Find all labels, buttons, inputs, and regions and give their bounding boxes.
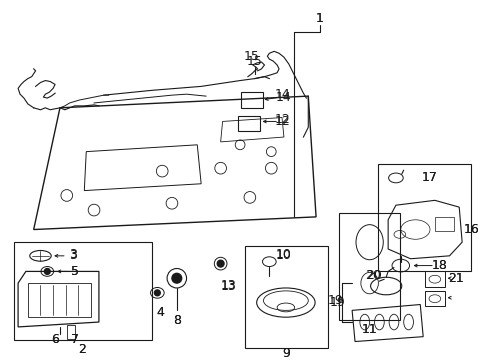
Circle shape [217, 260, 224, 267]
Text: 9: 9 [282, 347, 289, 360]
Text: 7: 7 [70, 333, 79, 346]
Text: 4: 4 [156, 306, 164, 319]
Text: 2: 2 [78, 343, 86, 356]
Circle shape [44, 269, 50, 274]
Text: 1: 1 [315, 12, 323, 25]
Text: 4: 4 [156, 306, 164, 319]
Bar [244, 246, 327, 348]
Text: 17: 17 [421, 171, 437, 184]
Text: 11: 11 [361, 323, 377, 336]
Text: 20: 20 [366, 269, 382, 282]
Circle shape [172, 273, 182, 283]
Text: 11: 11 [361, 323, 377, 336]
Text: 21: 21 [447, 272, 463, 285]
Bar [378, 164, 470, 271]
Text: 18: 18 [431, 259, 447, 272]
Bar [14, 242, 152, 339]
Text: 14: 14 [275, 88, 290, 101]
Text: 15: 15 [244, 50, 259, 63]
Text: 12: 12 [275, 115, 290, 128]
Text: 16: 16 [463, 223, 479, 236]
Text: 19: 19 [327, 294, 343, 307]
Text: 6: 6 [51, 333, 59, 346]
Text: 19: 19 [329, 296, 345, 309]
Text: 14: 14 [276, 91, 291, 104]
Text: 9: 9 [282, 347, 289, 360]
Text: 17: 17 [421, 171, 437, 184]
Bar [339, 213, 399, 320]
Bar [424, 271, 444, 287]
Circle shape [154, 290, 160, 296]
Text: 16: 16 [463, 223, 479, 236]
Text: 10: 10 [275, 248, 291, 261]
Text: 8: 8 [172, 314, 181, 327]
Text: 20: 20 [365, 269, 381, 282]
Text: 1: 1 [315, 12, 323, 25]
Bar [28, 283, 91, 317]
Text: 2: 2 [78, 343, 86, 356]
Text: 12: 12 [275, 113, 290, 126]
Text: 13: 13 [220, 279, 236, 293]
Text: 8: 8 [172, 314, 181, 327]
Text: 18: 18 [431, 259, 447, 272]
Text: 6: 6 [51, 333, 59, 346]
Bar [424, 291, 444, 306]
Text: 3: 3 [68, 249, 77, 262]
Text: 5: 5 [70, 265, 79, 278]
Text: 15: 15 [246, 55, 262, 68]
Bar [238, 116, 259, 131]
Text: 5: 5 [70, 265, 79, 278]
Text: 7: 7 [70, 333, 79, 346]
Bar [434, 217, 453, 231]
Text: 10: 10 [275, 249, 291, 262]
Text: 21: 21 [447, 272, 463, 285]
Text: 3: 3 [68, 248, 77, 261]
Text: 13: 13 [220, 279, 236, 292]
Bar [67, 325, 74, 339]
